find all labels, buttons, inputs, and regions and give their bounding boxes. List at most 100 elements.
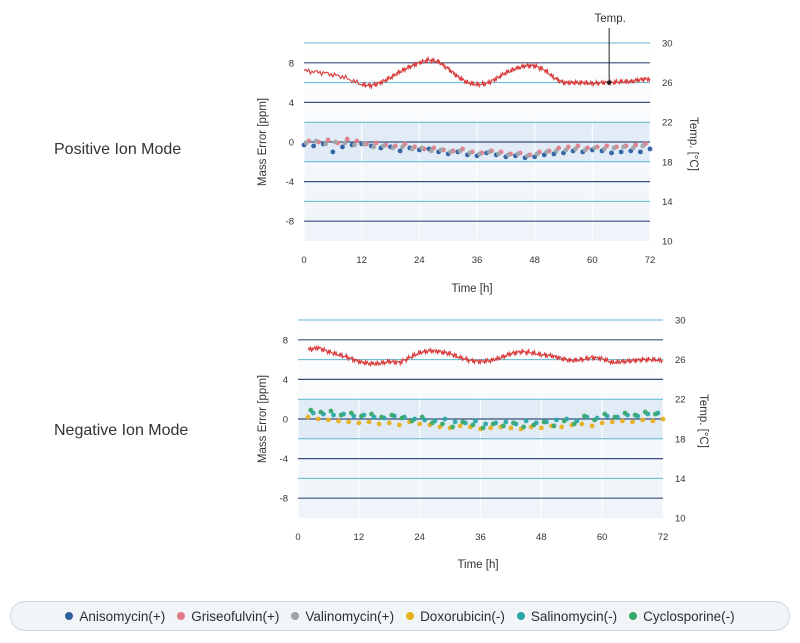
point-cyclosporine-22 [531,422,537,428]
point-valinomycin-11 [409,146,415,152]
point-cyclosporine-9 [399,415,405,421]
y2axis-title-positive: Temp. [°C] [687,117,699,171]
legend-label-griseofulvin: Griseofulvin(+) [191,608,280,624]
point-doxorubicin-15 [457,423,463,429]
point-anisomycin-35 [637,149,643,155]
point-salinomycin-24 [554,417,559,423]
point-anisomycin-32 [609,150,614,156]
point-valinomycin-23 [525,153,530,159]
point-cyclosporine-2 [328,408,334,414]
point-cyclosporine-31 [622,410,628,416]
point-cyclosporine-15 [460,419,466,425]
point-cyclosporine-0 [308,407,314,413]
point-cyclosporine-3 [338,412,344,418]
point-doxorubicin-23 [538,425,544,431]
point-cyclosporine-21 [521,424,526,430]
legend-label-valinomycin: Valinomycin(+) [305,608,395,624]
point-griseofulvin-4 [344,136,350,142]
ytick-positive-0: 8 [289,58,294,69]
point-cyclosporine-16 [470,422,476,428]
point-valinomycin-0 [304,140,309,146]
xtick-positive-6: 72 [645,255,656,266]
point-valinomycin-2 [323,141,329,147]
point-doxorubicin-8 [386,420,392,426]
point-valinomycin-16 [457,148,463,154]
xtick-negative-4: 48 [536,532,547,543]
point-valinomycin-29 [582,147,588,153]
point-valinomycin-26 [553,148,559,154]
point-valinomycin-18 [477,151,482,157]
point-doxorubicin-3 [336,418,341,424]
point-anisomycin-3 [330,149,336,155]
point-valinomycin-25 [544,149,550,155]
point-valinomycin-7 [371,144,377,150]
point-cyclosporine-1 [318,409,324,415]
point-cyclosporine-14 [450,424,456,430]
point-valinomycin-6 [361,141,367,147]
xtick-negative-5: 60 [597,532,608,543]
point-cyclosporine-18 [490,421,496,427]
point-cyclosporine-28 [592,417,597,423]
y2tick-positive-5: 10 [662,237,673,248]
point-doxorubicin-18 [488,425,494,431]
xtick-positive-4: 48 [529,255,540,266]
point-salinomycin-14 [452,419,458,425]
y2tick-positive-0: 30 [662,39,673,50]
point-cyclosporine-19 [500,423,506,429]
point-anisomycin-36 [647,146,653,152]
point-cyclosporine-23 [541,419,547,425]
point-doxorubicin-11 [417,421,423,427]
y2tick-positive-1: 26 [662,78,673,89]
legend-label-anisomycin: Anisomycin(+) [79,608,166,624]
point-doxorubicin-9 [396,422,402,428]
legend: Anisomycin(+) Griseofulvin(+) Valinomyci… [10,601,790,631]
point-doxorubicin-27 [579,421,585,427]
xaxis-title-negative: Time [h] [457,559,498,571]
yaxis-title-positive: Mass Error [ppm] [257,98,269,186]
point-griseofulvin-2 [325,137,331,143]
point-valinomycin-35 [640,143,646,149]
y2tick-positive-3: 18 [662,157,673,168]
point-doxorubicin-33 [640,417,646,423]
point-doxorubicin-2 [326,417,331,423]
point-valinomycin-22 [515,151,521,157]
point-cyclosporine-26 [571,421,577,427]
point-doxorubicin-4 [346,419,352,425]
point-valinomycin-34 [630,145,636,151]
point-valinomycin-12 [419,145,425,151]
xtick-negative-2: 24 [414,532,425,543]
point-valinomycin-20 [496,151,502,157]
xtick-negative-3: 36 [475,532,486,543]
point-anisomycin-1 [311,143,317,149]
point-cyclosporine-4 [348,410,354,416]
legend-label-doxorubicin: Doxorubicin(-) [420,608,505,624]
ytick-positive-1: 4 [289,98,294,109]
point-doxorubicin-1 [315,416,321,422]
point-valinomycin-8 [380,143,386,149]
annotation-dot-positive [606,80,612,85]
xtick-positive-5: 60 [587,255,598,266]
point-cyclosporine-13 [440,421,445,427]
legend-marker-doxorubicin [406,612,415,620]
point-valinomycin-14 [438,147,444,153]
xtick-negative-6: 72 [658,532,669,543]
point-doxorubicin-32 [630,419,635,425]
ytick-negative-2: 0 [283,415,288,426]
ytick-positive-2: 0 [289,138,294,149]
y2tick-negative-2: 22 [675,395,686,406]
legend-marker-cyclosporine [629,612,638,620]
legend-item-doxorubicin: Doxorubicin(-) [406,609,505,624]
point-anisomycin-10 [397,148,403,154]
xtick-positive-3: 36 [472,255,483,266]
mode-label-negative: Negative Ion Mode [54,422,188,439]
legend-label-cyclosporine: Cyclosporine(-) [643,608,735,624]
point-salinomycin-19 [503,419,509,425]
xtick-positive-0: 0 [301,255,306,266]
xtick-negative-0: 0 [295,532,300,543]
point-valinomycin-32 [611,145,617,151]
point-cyclosporine-11 [419,414,425,420]
y2tick-negative-5: 10 [675,514,686,525]
point-cyclosporine-33 [642,409,648,415]
legend-item-valinomycin: Valinomycin(+) [291,609,394,624]
ytick-negative-3: -4 [280,454,288,465]
